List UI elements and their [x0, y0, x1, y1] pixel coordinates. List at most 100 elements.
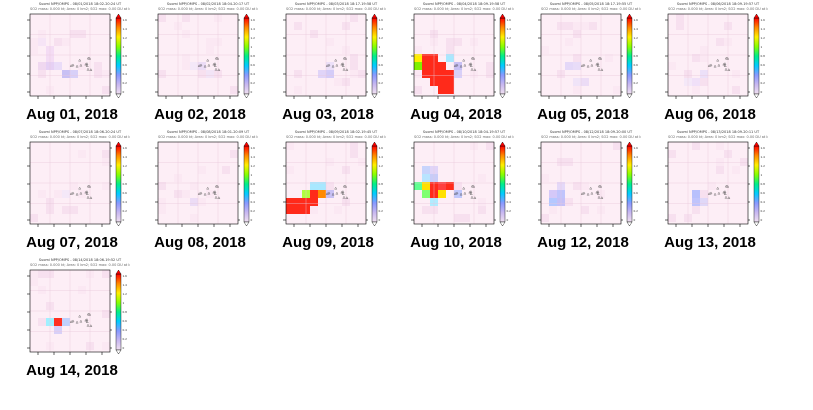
- volcano-marker-icon: [84, 318, 88, 322]
- thumbnail-date-label: Aug 13, 2018: [664, 234, 756, 251]
- volcano-marker-icon: [86, 312, 90, 316]
- so2-thumbnail[interactable]: Suomi NPP/OMPS - 08/04/2018 18:09-19:58 …: [392, 0, 520, 128]
- volcano-marker-icon: [723, 190, 727, 193]
- colorbar-tick-label: 1.4: [251, 27, 256, 31]
- volcano-marker-icon: [327, 191, 331, 195]
- so2-pixel: [692, 198, 700, 206]
- so2-thumbnail[interactable]: Suomi NPP/OMPS - 08/07/2018 18:06-20:24 …: [8, 128, 136, 256]
- thumbnail-date-label: Aug 03, 2018: [282, 106, 374, 123]
- thumbnail-subheader: SO2 mass: 0.000 kt; Area: 0 km2; SO2 max…: [158, 135, 258, 139]
- so2-pixel: [422, 190, 430, 198]
- colorbar-top-arrow: [243, 141, 250, 147]
- volcano-marker-icon: [582, 191, 586, 195]
- so2-map: 1.6 1.4 1.2 1 0.8 0.6 0.4 0.2 0: [411, 13, 512, 99]
- volcano-marker-icon: [85, 192, 89, 195]
- volcano-marker-icon: [69, 192, 73, 195]
- thumbnail-header: Suomi NPP/OMPS - 08/03/2018 18:17-19:58 …: [294, 2, 378, 6]
- so2-map: 1.6 1.4 1.2 1 0.8 0.6 0.4 0.2 0: [155, 13, 256, 99]
- volcano-marker-icon: [214, 56, 218, 60]
- so2-pixel: [286, 198, 294, 206]
- colorbar-tick-label: 0.2: [251, 209, 256, 213]
- colorbar-tick-label: 1.2: [634, 36, 639, 40]
- volcano-marker-icon: [207, 191, 211, 195]
- so2-thumbnail[interactable]: Suomi NPP/OMPS - 08/02/2018 18:04-20:17 …: [136, 0, 264, 128]
- thumbnail-header: Suomi NPP/OMPS - 08/01/2018 18:02-20:24 …: [38, 2, 122, 6]
- so2-thumbnail[interactable]: Suomi NPP/OMPS - 08/05/2018 18:17-19:55 …: [519, 0, 647, 128]
- colorbar-tick-label: 0: [634, 218, 636, 222]
- colorbar-tick-label: 0.4: [507, 72, 512, 76]
- background-pixel: [206, 46, 214, 54]
- thumbnail-header: Suomi NPP/OMPS - 08/10/2018 18:04-19:57 …: [422, 130, 506, 134]
- volcano-marker-icon: [206, 186, 210, 190]
- colorbar-tick-label: 0.8: [507, 54, 512, 58]
- colorbar-tick-label: 0: [761, 90, 763, 94]
- background-pixel: [565, 22, 573, 30]
- volcano-marker-icon: [468, 190, 472, 194]
- volcano-marker-icon: [462, 186, 466, 190]
- volcano-marker-icon: [89, 324, 93, 327]
- so2-thumbnail[interactable]: Suomi NPP/OMPS - 08/01/2018 18:02-20:24 …: [8, 0, 136, 128]
- colorbar-bottom-arrow: [371, 93, 378, 99]
- colorbar: [753, 17, 760, 95]
- so2-pixel: [438, 182, 446, 190]
- background-pixel: [676, 22, 684, 30]
- background-pixel: [581, 22, 589, 30]
- colorbar-tick-label: 1.6: [379, 146, 384, 150]
- colorbar-tick-label: 0: [251, 218, 253, 222]
- thumbnail-header: Suomi NPP/OMPS - 08/09/2018 18:02-19:45 …: [294, 130, 378, 134]
- background-pixel: [326, 182, 334, 190]
- colorbar: [371, 17, 378, 95]
- background-pixel: [573, 22, 581, 30]
- background-pixel: [102, 150, 110, 158]
- so2-map: 1.6 1.4 1.2 1 0.8 0.6 0.4 0.2 0: [283, 13, 384, 99]
- colorbar-tick-label: 0.2: [634, 209, 639, 213]
- colorbar-tick-label: 0.8: [251, 54, 256, 58]
- so2-thumbnail[interactable]: Suomi NPP/OMPS - 08/03/2018 18:17-19:58 …: [264, 0, 392, 128]
- thumbnail-header: Suomi NPP/OMPS - 08/07/2018 18:06-20:24 …: [38, 130, 122, 134]
- background-pixel: [38, 318, 46, 326]
- colorbar: [115, 273, 122, 351]
- so2-thumbnail[interactable]: Suomi NPP/OMPS - 08/13/2018 18:09-20:11 …: [646, 128, 774, 256]
- so2-pixel: [692, 190, 700, 198]
- volcano-marker-icon: [325, 192, 329, 195]
- colorbar-tick-label: 1.6: [761, 18, 766, 22]
- background-pixel: [94, 62, 102, 70]
- colorbar-tick-label: 0.6: [123, 319, 128, 323]
- so2-thumbnail[interactable]: Suomi NPP/OMPS - 08/10/2018 18:04-19:57 …: [392, 128, 520, 256]
- so2-map: 1.6 1.4 1.2 1 0.8 0.6 0.4 0.2 0: [27, 269, 128, 355]
- background-pixel: [30, 38, 38, 46]
- background-pixel: [478, 198, 486, 206]
- colorbar-tick-label: 1.6: [379, 18, 384, 22]
- so2-map: 1.6 1.4 1.2 1 0.8 0.6 0.4 0.2 0: [283, 141, 384, 227]
- so2-pixel: [422, 182, 430, 190]
- so2-thumbnail[interactable]: Suomi NPP/OMPS - 08/09/2018 18:02-19:45 …: [264, 128, 392, 256]
- colorbar-tick-label: 0.2: [123, 209, 128, 213]
- colorbar-bottom-arrow: [499, 221, 506, 227]
- colorbar-bottom-arrow: [626, 93, 633, 99]
- so2-thumbnail[interactable]: Suomi NPP/OMPS - 08/06/2018 18:09-19:57 …: [646, 0, 774, 128]
- background-pixel: [541, 214, 549, 222]
- background-pixel: [414, 86, 422, 94]
- colorbar-tick-label: 0.2: [123, 337, 128, 341]
- colorbar-tick-label: 1.2: [761, 164, 766, 168]
- colorbar-tick-label: 1: [507, 45, 509, 49]
- so2-map: 1.6 1.4 1.2 1 0.8 0.6 0.4 0.2 0: [27, 13, 127, 99]
- so2-pixel: [62, 190, 70, 198]
- so2-thumbnail[interactable]: Suomi NPP/OMPS - 08/12/2018 18:09-20:00 …: [519, 128, 647, 256]
- colorbar-tick-label: 0: [123, 218, 125, 222]
- volcano-marker-icon: [213, 62, 217, 65]
- background-pixel: [158, 182, 166, 190]
- so2-map: 1.6 1.4 1.2 1 0.8 0.6 0.4 0.2 0: [155, 141, 256, 227]
- so2-pixel: [438, 190, 446, 198]
- so2-thumbnail[interactable]: Suomi NPP/OMPS - 08/14/2018 18:06-19:52 …: [8, 256, 136, 384]
- volcano-marker-icon: [340, 62, 344, 66]
- colorbar-top-arrow: [115, 269, 122, 275]
- colorbar-tick-label: 0.8: [379, 182, 384, 186]
- so2-thumbnail[interactable]: Suomi NPP/OMPS - 08/08/2018 18:01-20:09 …: [136, 128, 264, 256]
- so2-pixel: [422, 174, 430, 182]
- colorbar-tick-label: 0.6: [379, 191, 384, 195]
- background-pixel: [286, 142, 294, 150]
- colorbar-bottom-arrow: [243, 93, 250, 99]
- so2-pixel: [438, 70, 446, 78]
- so2-pixel: [446, 70, 454, 78]
